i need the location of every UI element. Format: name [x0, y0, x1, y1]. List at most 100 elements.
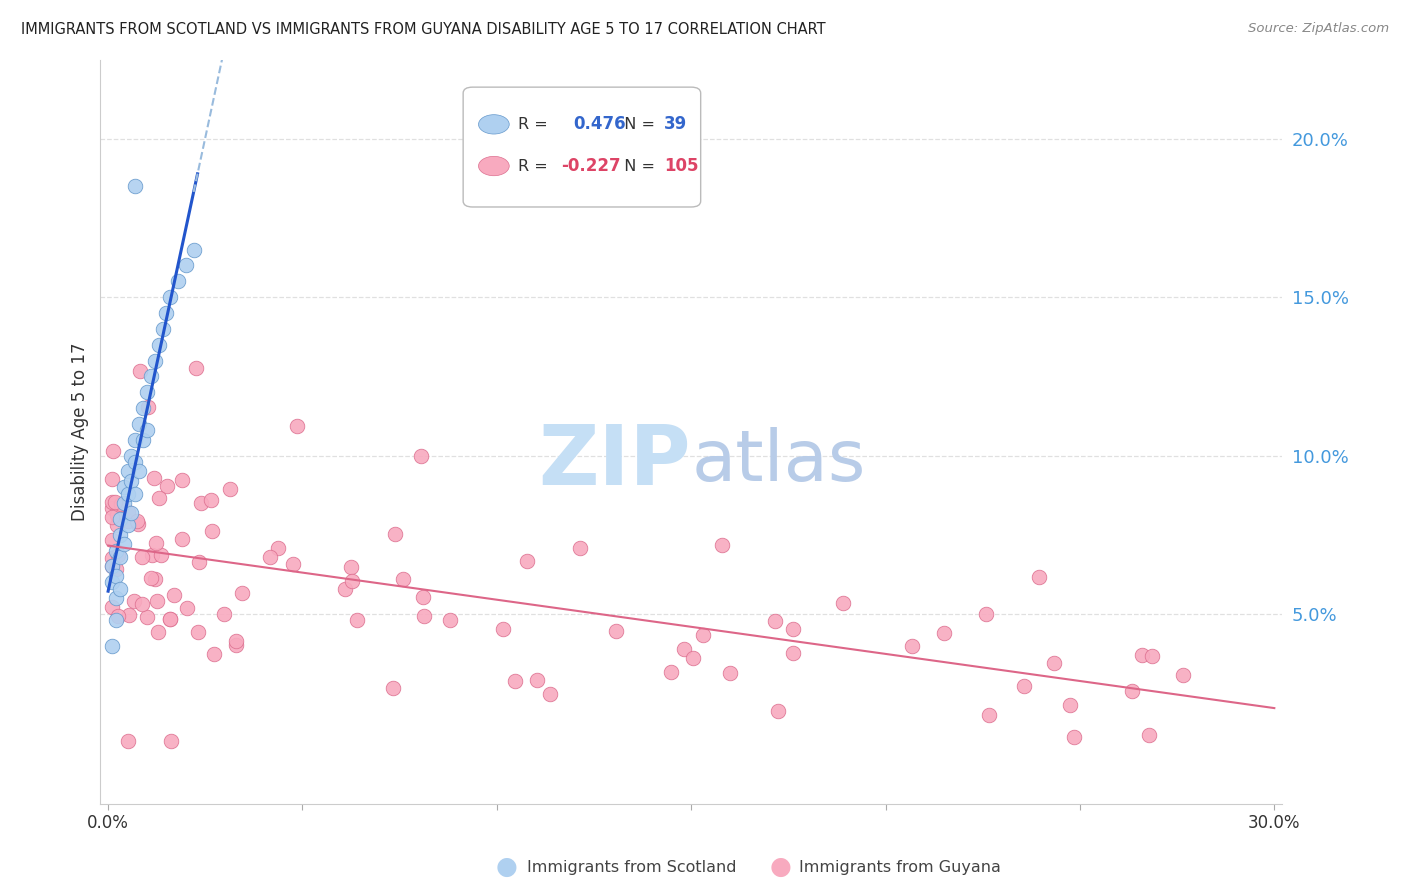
Point — [782, 622, 804, 636]
Point — [141, 549, 163, 563]
Point — [183, 243, 205, 257]
Point — [132, 433, 155, 447]
Point — [124, 455, 146, 469]
Point — [117, 505, 139, 519]
Point — [187, 555, 209, 569]
Point — [503, 673, 526, 688]
Point — [1043, 657, 1066, 671]
Point — [692, 628, 714, 642]
Point — [381, 681, 404, 696]
Point — [117, 486, 139, 500]
Point — [231, 586, 253, 600]
Circle shape — [478, 156, 509, 176]
Point — [526, 673, 548, 687]
Point — [139, 369, 162, 384]
Point — [101, 559, 124, 574]
Text: R =: R = — [517, 117, 553, 132]
Point — [150, 548, 173, 562]
Point — [101, 494, 124, 508]
Point — [124, 179, 146, 194]
Text: atlas: atlas — [692, 427, 866, 496]
Point — [105, 562, 128, 576]
Point — [568, 541, 591, 556]
Point — [977, 707, 1000, 722]
Point — [117, 464, 139, 478]
Point — [120, 449, 142, 463]
Point — [184, 360, 207, 375]
FancyBboxPatch shape — [463, 87, 700, 207]
Point — [136, 401, 159, 415]
Point — [118, 607, 141, 622]
Point — [148, 491, 170, 505]
Text: ●: ● — [495, 855, 517, 879]
Point — [101, 533, 124, 548]
Point — [190, 496, 212, 510]
Point — [101, 575, 124, 590]
Point — [125, 515, 148, 529]
Point — [1028, 570, 1050, 584]
Point — [259, 549, 281, 564]
Point — [202, 647, 225, 661]
Text: Immigrants from Scotland: Immigrants from Scotland — [527, 860, 737, 874]
Point — [101, 510, 124, 524]
Point — [117, 733, 139, 747]
Point — [131, 597, 153, 611]
Point — [107, 609, 129, 624]
Point — [112, 537, 135, 551]
Point — [174, 259, 197, 273]
Point — [1121, 684, 1143, 698]
Point — [1132, 648, 1154, 662]
Point — [763, 614, 786, 628]
Point — [143, 572, 166, 586]
Point — [105, 508, 128, 523]
Point — [1173, 668, 1195, 682]
Point — [152, 322, 174, 336]
Point — [104, 494, 127, 508]
Text: ●: ● — [769, 855, 792, 879]
Point — [516, 553, 538, 567]
Point — [832, 596, 855, 610]
Point — [167, 274, 190, 288]
Point — [128, 464, 150, 478]
Point — [101, 639, 124, 653]
Point — [136, 385, 159, 400]
Point — [120, 506, 142, 520]
Point — [340, 574, 363, 588]
Point — [412, 591, 434, 605]
Point — [127, 517, 149, 532]
Point — [117, 518, 139, 533]
Point — [155, 306, 177, 320]
Point — [101, 558, 124, 573]
Point — [148, 337, 170, 351]
Point — [673, 642, 696, 657]
Point — [384, 527, 406, 541]
Point — [101, 599, 124, 614]
Point — [163, 588, 186, 602]
Point — [710, 538, 733, 552]
Point — [131, 550, 153, 565]
Point — [200, 492, 222, 507]
Point — [201, 524, 224, 538]
Point — [101, 550, 124, 565]
Point — [128, 364, 150, 378]
Point — [339, 559, 361, 574]
Point — [1059, 698, 1081, 712]
Point — [782, 646, 804, 660]
Text: N =: N = — [614, 117, 661, 132]
Point — [281, 557, 304, 571]
Point — [934, 625, 956, 640]
Point — [901, 639, 924, 653]
Point — [605, 624, 627, 639]
Text: N =: N = — [614, 159, 661, 174]
Point — [156, 479, 179, 493]
Point — [219, 482, 242, 496]
Point — [225, 633, 247, 648]
Point — [409, 449, 432, 463]
Point — [101, 472, 124, 486]
Point — [1063, 730, 1085, 744]
Point — [172, 473, 194, 487]
Y-axis label: Disability Age 5 to 17: Disability Age 5 to 17 — [72, 343, 89, 521]
Point — [974, 607, 997, 622]
Point — [682, 650, 704, 665]
Point — [225, 638, 247, 652]
